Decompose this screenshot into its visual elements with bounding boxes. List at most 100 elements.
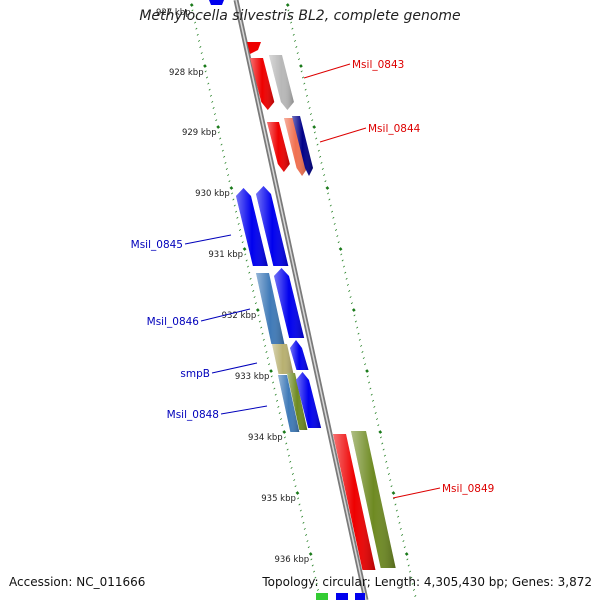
tick-mark [391, 491, 396, 495]
position-label: 930 kbp [195, 189, 230, 199]
gene-feature [247, 42, 261, 54]
tick-mark [354, 320, 357, 323]
tick-mark [362, 357, 365, 360]
tick-mark [372, 399, 375, 402]
tick-mark [309, 113, 312, 116]
gene-feature [209, 0, 224, 5]
backbone-highlight [235, 0, 367, 601]
tick-mark [395, 509, 398, 512]
tick-mark [301, 76, 304, 79]
gene-feature [316, 593, 328, 600]
tick-mark [412, 588, 416, 591]
tick-mark [215, 119, 218, 122]
tick-mark [232, 198, 235, 201]
position-label: 932 kbp [222, 311, 257, 321]
tick-mark [414, 595, 417, 597]
tick-mark [225, 168, 228, 170]
tick-mark [198, 39, 201, 42]
gene-feature-shade [272, 344, 294, 374]
gene-label-leader [319, 127, 367, 143]
tick-mark [253, 296, 256, 299]
tick-mark [389, 479, 392, 482]
tick-mark [361, 351, 364, 353]
tick-mark [241, 241, 244, 244]
gene-feature [355, 593, 365, 600]
tick-mark [285, 442, 288, 445]
position-label: 929 kbp [182, 128, 217, 138]
tick-mark [189, 3, 194, 7]
tick-mark [315, 137, 318, 140]
tick-mark [360, 344, 363, 347]
tick-mark [228, 180, 231, 183]
gene-label: Msil_0845 [131, 239, 183, 251]
tick-mark [244, 253, 247, 256]
tick-mark [302, 521, 305, 524]
tick-mark [404, 552, 409, 556]
tick-mark [394, 503, 397, 506]
tick-mark [195, 27, 198, 30]
tick-mark [279, 418, 283, 421]
position-label: 928 kbp [169, 68, 204, 78]
tick-mark [293, 479, 296, 482]
tick-mark [345, 277, 348, 280]
tick-mark [305, 94, 308, 97]
tick-mark [301, 515, 304, 518]
tick-mark [374, 412, 377, 414]
tick-mark [337, 241, 340, 244]
gene-label: smpB [180, 368, 210, 380]
tick-mark [308, 107, 311, 109]
tick-mark [313, 131, 316, 134]
tick-mark [227, 174, 230, 177]
tick-mark [377, 424, 380, 427]
tick-mark [297, 497, 300, 500]
tick-mark [277, 405, 280, 408]
tick-mark [252, 290, 255, 292]
tick-mark [229, 186, 234, 190]
gene-feature-shade [287, 373, 308, 430]
gene-label: Msil_0846 [147, 316, 200, 328]
tick-mark [216, 125, 221, 129]
tick-mark [300, 70, 303, 73]
tick-mark [258, 320, 261, 323]
tick-mark [321, 168, 324, 170]
tick-mark [208, 88, 211, 91]
tick-mark [316, 588, 320, 591]
gene-label-leader [184, 234, 232, 245]
tick-mark [213, 113, 216, 116]
gene-feature-shade [236, 188, 268, 266]
tick-mark [328, 198, 331, 201]
tick-mark [336, 235, 339, 238]
tick-mark [221, 149, 224, 152]
tick-mark [295, 491, 300, 495]
position-label: 934 kbp [248, 433, 283, 443]
tick-mark [327, 192, 330, 195]
tick-mark [370, 393, 373, 396]
gene-feature-shade [256, 273, 285, 344]
position-labels: 927 kbp 928 kbp 929 kbp 930 kbp 931 kbp 932 k… [156, 8, 309, 565]
tick-mark [191, 9, 194, 12]
tick-mark [381, 442, 384, 445]
gene-label-lines [184, 63, 441, 499]
tick-mark [272, 381, 275, 384]
tick-mark [236, 216, 239, 219]
tick-mark [262, 338, 265, 341]
tick-mark [205, 76, 208, 79]
gene-feature-shade [333, 434, 376, 570]
tick-mark [273, 387, 276, 390]
tick-mark [291, 27, 294, 30]
tick-mark [379, 436, 382, 439]
tick-mark [211, 100, 214, 103]
position-label: 933 kbp [235, 372, 270, 382]
tick-mark [307, 546, 310, 549]
gene-feature-shade [256, 186, 289, 266]
tick-mark [332, 216, 335, 219]
gene-feature-shade [250, 58, 275, 110]
gene-feature-shade [267, 122, 290, 172]
tick-mark [250, 283, 253, 286]
tick-mark [281, 424, 284, 427]
gene-label-leader [220, 405, 268, 415]
gene-feature-shade [296, 372, 322, 428]
tick-mark [399, 527, 402, 530]
tick-mark [311, 119, 314, 122]
tick-mark [402, 540, 405, 543]
